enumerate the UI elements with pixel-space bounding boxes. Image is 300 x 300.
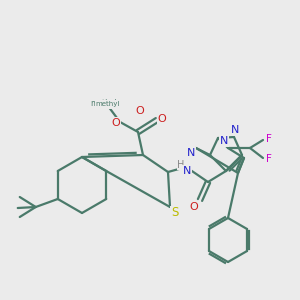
Text: N: N <box>183 166 191 176</box>
Text: F: F <box>266 154 272 164</box>
Text: O: O <box>112 118 120 128</box>
Text: N: N <box>187 148 195 158</box>
Text: H: H <box>177 160 185 170</box>
Text: S: S <box>171 206 179 220</box>
Text: O: O <box>136 106 144 116</box>
Text: N: N <box>231 125 239 135</box>
Text: methyl: methyl <box>91 100 117 109</box>
Text: methyl: methyl <box>96 101 120 107</box>
Text: O: O <box>158 114 166 124</box>
Text: N: N <box>220 136 228 146</box>
Text: O: O <box>190 202 198 212</box>
Text: F: F <box>266 134 272 144</box>
